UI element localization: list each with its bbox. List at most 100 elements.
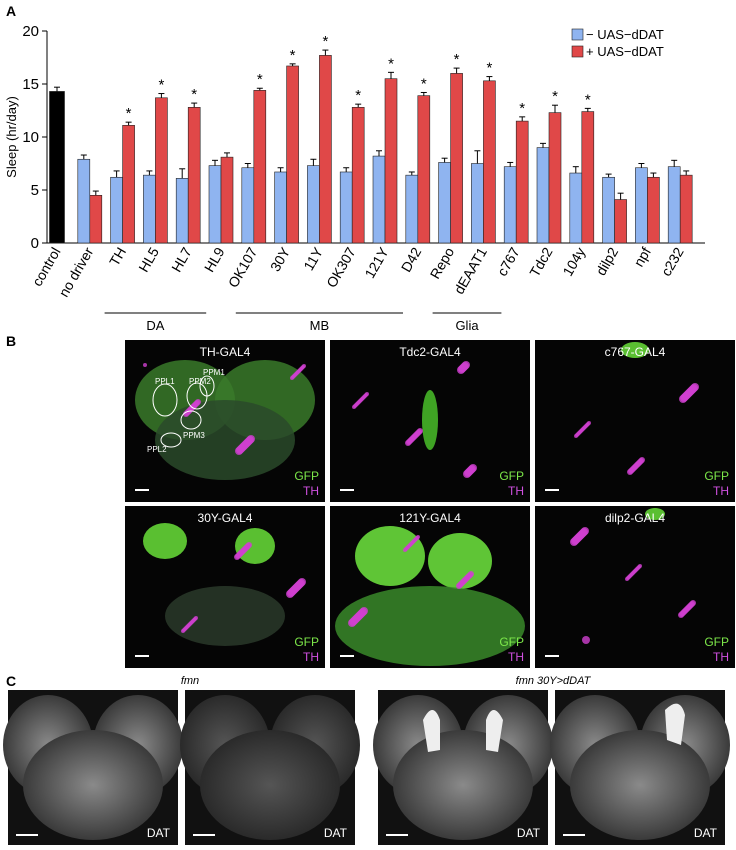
image-title: c767-GAL4 xyxy=(605,345,666,359)
significance: * xyxy=(486,60,492,77)
th-signal xyxy=(290,376,294,380)
th-signal xyxy=(286,590,294,598)
image-title: dilp2-GAL4 xyxy=(605,511,665,525)
fluorescence xyxy=(335,586,525,666)
channel-label: DAT xyxy=(147,826,171,840)
bar xyxy=(569,172,583,244)
bar xyxy=(208,165,222,244)
th-signal xyxy=(143,363,147,367)
bar xyxy=(241,167,255,244)
dat-image: DAT xyxy=(3,690,183,845)
bar xyxy=(581,111,595,244)
channel-label: GFP xyxy=(499,469,524,483)
th-signal xyxy=(181,629,185,633)
significance: * xyxy=(454,51,460,68)
image-background xyxy=(535,340,735,502)
channel-label: DAT xyxy=(324,826,348,840)
bar xyxy=(438,162,451,244)
th-signal xyxy=(348,619,356,627)
legend-swatch xyxy=(571,28,584,41)
group-label: DA xyxy=(146,318,164,333)
th-signal xyxy=(183,411,189,417)
x-tick-label: c767 xyxy=(494,244,523,278)
brain-center xyxy=(23,730,163,840)
th-signal xyxy=(678,612,684,618)
mushroom-body xyxy=(665,703,685,745)
bar xyxy=(635,167,648,244)
fluorescence xyxy=(165,586,285,646)
th-signal xyxy=(235,447,243,455)
channel-label: GFP xyxy=(294,635,319,649)
x-tick-label: dilp2 xyxy=(593,244,622,278)
fluorescence xyxy=(155,400,295,480)
significance: * xyxy=(519,100,525,117)
th-signal xyxy=(574,434,578,438)
channel-label: TH xyxy=(303,650,319,664)
bar xyxy=(155,97,168,244)
bar xyxy=(417,95,431,244)
image-title: 30Y-GAL4 xyxy=(198,511,253,525)
channel-label: TH xyxy=(713,650,729,664)
fluorescence xyxy=(645,508,665,520)
fluorescence xyxy=(422,390,438,450)
image-title: Tdc2-GAL4 xyxy=(399,345,461,359)
bar xyxy=(483,80,496,244)
x-tick-label: Repo xyxy=(427,244,458,281)
fluorescence xyxy=(143,523,187,559)
significance: * xyxy=(191,86,197,103)
bar xyxy=(602,176,615,244)
channel-label: GFP xyxy=(499,635,524,649)
dat-image: DAT xyxy=(550,690,730,845)
region-label: PPM3 xyxy=(183,431,205,440)
x-tick-label: 121Y xyxy=(361,244,392,281)
image-title: 121Y-GAL4 xyxy=(399,511,461,525)
th-signal xyxy=(463,470,471,478)
y-tick-label: 20 xyxy=(22,23,39,40)
panel-label: B xyxy=(6,333,16,349)
x-tick-label: OK107 xyxy=(225,244,261,290)
th-signal xyxy=(625,577,629,581)
bar xyxy=(450,73,463,244)
region-label: PPL2 xyxy=(147,445,167,454)
significance: * xyxy=(552,88,558,105)
bar xyxy=(503,166,517,244)
bar xyxy=(286,65,299,244)
fluorescence xyxy=(428,533,492,589)
group-label: MB xyxy=(310,318,330,333)
channel-label: GFP xyxy=(704,635,729,649)
channel-label: DAT xyxy=(517,826,541,840)
group-title: fmn xyxy=(181,675,199,687)
th-signal xyxy=(679,395,687,403)
x-tick-label: HL5 xyxy=(135,244,162,274)
x-tick-label: HL7 xyxy=(168,244,195,274)
brain-center xyxy=(200,730,340,840)
channel-label: TH xyxy=(508,484,524,498)
x-tick-label: HL9 xyxy=(201,244,228,274)
bar xyxy=(667,166,681,244)
mushroom-body xyxy=(423,710,503,752)
y-axis-label: Sleep (hr/day) xyxy=(4,96,19,178)
region-outline xyxy=(199,375,215,397)
bar xyxy=(110,176,123,244)
fluorescence xyxy=(235,528,275,564)
region-outline xyxy=(160,432,182,448)
bar xyxy=(143,174,156,244)
x-tick-label: 30Y xyxy=(267,244,294,274)
x-tick-label: 11Y xyxy=(300,244,326,273)
bar xyxy=(471,163,484,244)
bar xyxy=(384,78,398,244)
x-tick-label: TH xyxy=(106,245,129,269)
y-tick-label: 15 xyxy=(22,76,39,93)
significance: * xyxy=(290,47,296,64)
significance: * xyxy=(126,105,132,122)
legend-swatch xyxy=(571,45,584,58)
channel-label: TH xyxy=(303,484,319,498)
fluorescence xyxy=(621,342,649,358)
th-signal xyxy=(457,366,465,374)
